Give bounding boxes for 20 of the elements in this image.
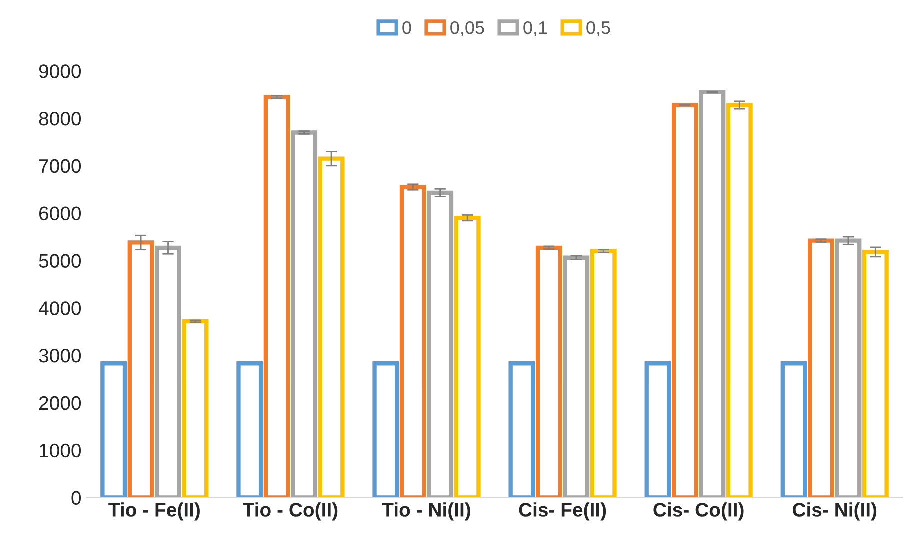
y-tick-label: 8000 (39, 112, 82, 126)
legend-label: 0,1 (524, 21, 548, 36)
x-tick-label: Tio - Co(II) (243, 502, 338, 521)
x-tick-label: Cis- Fe(II) (519, 502, 606, 521)
y-tick-label: 6000 (40, 206, 82, 221)
y-tick-label: 7000 (40, 159, 82, 174)
x-tick-label: Tio - Ni(II) (382, 502, 470, 521)
legend-label: 0,5 (586, 21, 610, 36)
y-tick-label: 3000 (39, 349, 82, 363)
x-tick-label: Cis- Co(II) (654, 502, 744, 521)
y-tick-label: 5000 (39, 254, 82, 268)
y-tick-label: 0 (72, 491, 82, 506)
x-tick-label: Cis- Ni(II) (792, 502, 877, 521)
y-tick-label: 2000 (40, 396, 82, 410)
x-tick-label: Tio - Fe(II) (108, 502, 200, 521)
legend-label: 0,05 (450, 21, 484, 36)
y-tick-label: 1000 (40, 444, 82, 458)
legend-label: 0 (402, 21, 412, 34)
y-tick-label: 9000 (39, 64, 82, 78)
y-tick-label: 4000 (38, 302, 82, 316)
